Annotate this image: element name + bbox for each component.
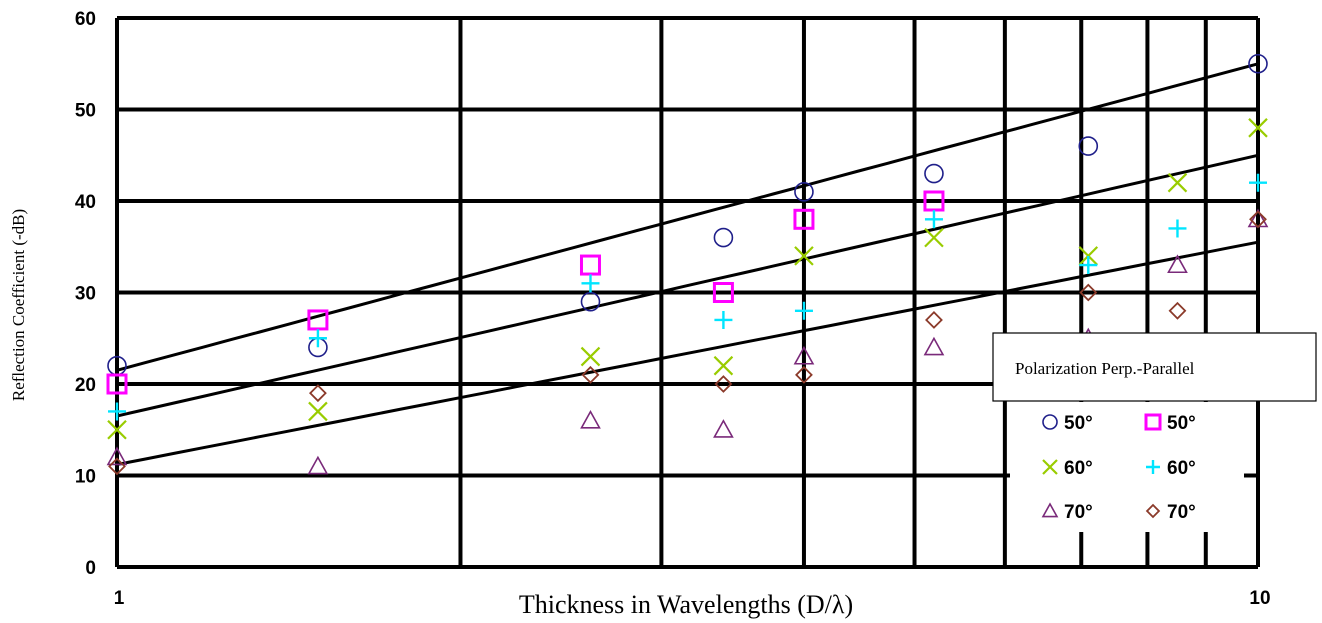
data-point-x-perp — [580, 346, 601, 367]
y-tick-label: 0 — [85, 558, 96, 579]
data-point-diamond-parallel — [308, 384, 327, 403]
data-point-plus-parallel — [1079, 256, 1098, 275]
legend-marker-plus — [1146, 460, 1160, 474]
data-point-circle-perp — [1248, 53, 1268, 74]
data-point-triangle-perp — [580, 409, 601, 429]
x-axis-title: Thickness in Wavelengths (D/λ) — [519, 590, 853, 619]
data-point-diamond-parallel — [581, 365, 600, 384]
y-tick-label: 40 — [75, 192, 96, 213]
legend-entry-label: 70° — [1064, 502, 1093, 523]
data-point-plus-parallel — [108, 402, 126, 421]
legend-marker-square — [1144, 413, 1162, 431]
trend-line-2 — [116, 153, 1259, 418]
data-point-circle-perp — [794, 182, 814, 202]
data-point-circle-perp — [580, 291, 601, 312]
data-point-circle-perp — [713, 227, 734, 248]
legend: Polarization Perp.-Parallel 50° 50° 60° 60°… — [992, 332, 1317, 532]
data-point-x-perp — [794, 246, 814, 266]
x-tick-label: 10 — [1249, 588, 1270, 609]
y-tick-label: 30 — [75, 284, 96, 305]
data-point-x-perp — [713, 355, 734, 376]
data-point-square-parallel — [579, 254, 601, 276]
data-point-x-perp — [924, 227, 944, 248]
y-tick-label: 50 — [75, 101, 96, 122]
legend-marker-diamond — [1145, 503, 1161, 519]
data-point-square-parallel — [712, 282, 734, 303]
data-point-plus-parallel — [794, 301, 813, 320]
data-point-diamond-parallel — [1249, 210, 1267, 229]
data-point-diamond-parallel — [795, 365, 813, 384]
data-point-square-parallel — [923, 190, 945, 212]
data-point-plus-parallel — [581, 274, 600, 293]
trend-lines — [116, 62, 1259, 466]
data-point-square-parallel — [307, 309, 329, 331]
data-point-plus-parallel — [714, 310, 733, 329]
y-tick-label: 60 — [75, 9, 96, 30]
legend-entry-label: 50° — [1167, 413, 1196, 434]
y-tick-label: 20 — [75, 375, 96, 396]
legend-entry-label: 50° — [1064, 413, 1093, 434]
legend-marker-x — [1042, 459, 1058, 475]
data-point-x-perp — [107, 419, 127, 440]
data-point-triangle-perp — [106, 446, 128, 466]
data-point-triangle-perp — [307, 455, 329, 475]
data-point-triangle-perp — [923, 336, 945, 356]
data-point-plus-parallel — [308, 329, 327, 348]
data-point-diamond-parallel — [1079, 283, 1098, 302]
legend-entries: 50° 50° 60° 60° 70° 70° — [1041, 413, 1196, 523]
legend-entry-label: 60° — [1167, 458, 1196, 479]
trend-line-3 — [116, 240, 1259, 466]
x-tick-label: 1 — [114, 588, 125, 609]
data-point-x-perp — [308, 401, 328, 422]
legend-title-box — [992, 332, 1317, 402]
y-axis-title: Reflection Coefficient (-dB) — [9, 209, 28, 401]
data-point-triangle-perp — [1167, 254, 1188, 274]
data-point-plus-parallel — [924, 210, 943, 229]
data-point-x-perp — [1167, 172, 1188, 193]
data-point-circle-perp — [1078, 136, 1099, 156]
data-point-x-perp — [1078, 246, 1099, 266]
y-tick-label: 10 — [75, 467, 96, 488]
data-point-square-parallel — [793, 208, 815, 230]
data-point-diamond-parallel — [108, 457, 126, 476]
data-point-diamond-parallel — [714, 375, 733, 393]
data-point-diamond-parallel — [1168, 301, 1187, 320]
data-point-plus-parallel — [1249, 173, 1267, 192]
legend-marker-circle — [1042, 414, 1058, 430]
legend-title: Polarization Perp.-Parallel — [1015, 359, 1195, 378]
trend-line-1 — [116, 62, 1259, 372]
data-point-square-parallel — [106, 373, 128, 395]
data-point-diamond-parallel — [925, 311, 943, 329]
legend-marker-triangle — [1041, 502, 1059, 518]
data-point-triangle-perp — [713, 419, 734, 438]
data-point-triangle-perp — [793, 345, 815, 365]
data-point-x-perp — [1248, 118, 1268, 138]
data-markers — [106, 53, 1269, 476]
legend-entry-label: 70° — [1167, 502, 1196, 523]
legend-entry-label: 60° — [1064, 458, 1093, 479]
data-point-plus-parallel — [1168, 219, 1187, 238]
data-point-circle-perp — [924, 163, 944, 184]
tick-labels: 0 10 20 30 40 50 60 1 10 — [75, 9, 1271, 609]
